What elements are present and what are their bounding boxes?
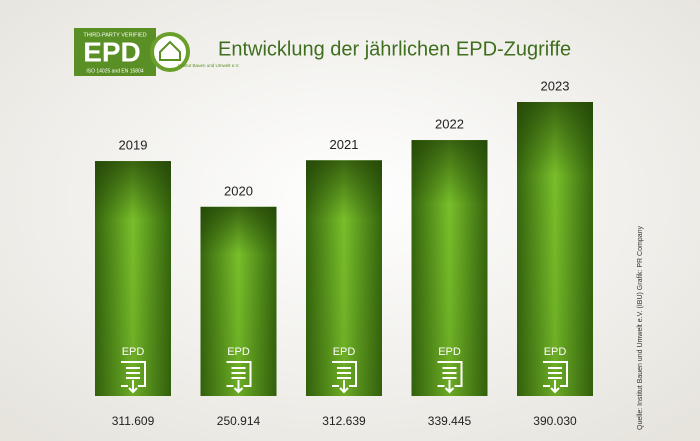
category-label: 2022 (435, 117, 464, 132)
bar-shade (200, 206, 277, 396)
category-label: 2023 (541, 78, 570, 93)
icon-arrow (550, 380, 560, 394)
icon-outline (437, 361, 463, 387)
logo-emblem-text: Institut Bauen und Umwelt e.V. (178, 63, 239, 68)
icon-lines (548, 367, 562, 379)
logo-text: EPD (83, 36, 141, 67)
logo-bottom: ISO 14025 and EN 15804 (86, 68, 143, 74)
icon-outline (121, 361, 146, 387)
chart-title: Entwicklung der jährlichen EPD-Zugriffe (218, 38, 571, 60)
value-label: 339.445 (428, 414, 472, 428)
document-icon (543, 361, 568, 394)
logo-house (159, 40, 181, 61)
category-label: 2019 (119, 138, 148, 153)
document-icon (332, 361, 357, 394)
bar-label: EPD (122, 346, 145, 358)
bar-label: EPD (544, 346, 567, 358)
icon-arrow (339, 380, 349, 394)
icon-outline (332, 361, 357, 387)
logo-box (74, 28, 156, 76)
document-icon (226, 361, 252, 394)
value-label: 311.609 (112, 414, 155, 428)
logo-top: THIRD-PARTY VERIFIED (83, 32, 146, 38)
value-label: 250.914 (217, 414, 261, 428)
document-icon (437, 361, 463, 394)
icon-arrow (444, 380, 455, 394)
category-label: 2021 (330, 137, 359, 152)
value-label: 312.639 (322, 414, 366, 428)
icon-outline (543, 361, 568, 387)
icon-lines (337, 367, 351, 379)
icon-lines (231, 367, 246, 379)
bar-label: EPD (333, 346, 356, 358)
icon-lines (126, 367, 140, 379)
bar-label: EPD (438, 346, 461, 358)
value-label: 390.030 (533, 414, 577, 428)
category-label: 2020 (224, 183, 253, 198)
bar-label: EPD (227, 346, 250, 358)
bar-shade (306, 160, 382, 396)
source: Quelle: Institut Bauen und Umwelt e.V. (… (637, 226, 644, 430)
icon-lines (442, 367, 457, 379)
icon-outline (226, 361, 252, 387)
logo: THIRD-PARTY VERIFIED EPD ISO 14025 and E… (74, 28, 239, 76)
bar-shade (517, 102, 593, 396)
document-icon (121, 361, 146, 394)
bar-shade (411, 140, 488, 396)
icon-arrow (128, 380, 138, 394)
icon-arrow (233, 380, 244, 394)
bar-shade (95, 161, 171, 396)
